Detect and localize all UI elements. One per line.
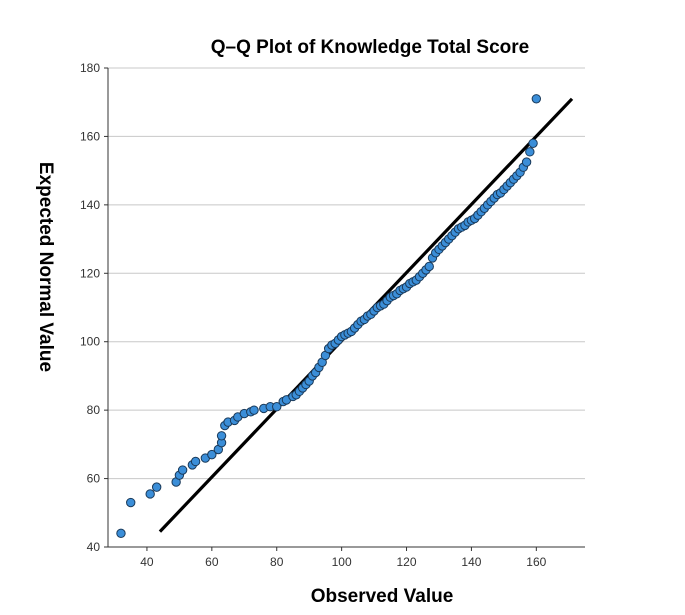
x-ticks: 40 60 80 100 120 140 160 (140, 547, 547, 569)
data-point (126, 497, 136, 508)
x-tick-label: 160 (526, 555, 546, 569)
x-tick-label: 140 (461, 555, 481, 569)
y-axis-label: Expected Normal Value (35, 162, 56, 372)
data-point (249, 405, 259, 415)
data-point (521, 157, 532, 167)
x-tick-label: 100 (332, 555, 352, 569)
y-tick-label: 60 (87, 472, 101, 486)
data-point (272, 402, 282, 412)
data-points (116, 94, 542, 539)
data-point (207, 449, 217, 460)
x-axis-label: Observed Value (311, 586, 454, 607)
y-tick-label: 140 (80, 198, 100, 212)
y-tick-label: 160 (80, 129, 100, 143)
y-tick-label: 80 (87, 403, 101, 417)
y-tick-label: 180 (80, 61, 100, 75)
data-point (216, 431, 227, 441)
data-point (424, 261, 434, 272)
x-tick-label: 80 (270, 555, 284, 569)
x-tick-label: 120 (397, 555, 417, 569)
data-point (177, 465, 188, 475)
data-point (531, 94, 542, 104)
y-ticks: 40 60 80 100 120 140 160 180 (80, 61, 108, 554)
y-tick-label: 120 (80, 266, 100, 280)
data-point (528, 138, 538, 148)
y-tick-label: 100 (80, 335, 100, 349)
data-point (190, 456, 201, 467)
chart-title: Q–Q Plot of Knowledge Total Score (211, 37, 529, 58)
data-point (116, 528, 126, 539)
x-tick-label: 40 (140, 555, 154, 569)
data-point (525, 147, 535, 157)
gridlines (108, 67, 585, 480)
x-tick-label: 60 (205, 555, 219, 569)
data-point (151, 482, 162, 492)
y-tick-label: 40 (87, 540, 101, 554)
data-point (145, 489, 155, 499)
